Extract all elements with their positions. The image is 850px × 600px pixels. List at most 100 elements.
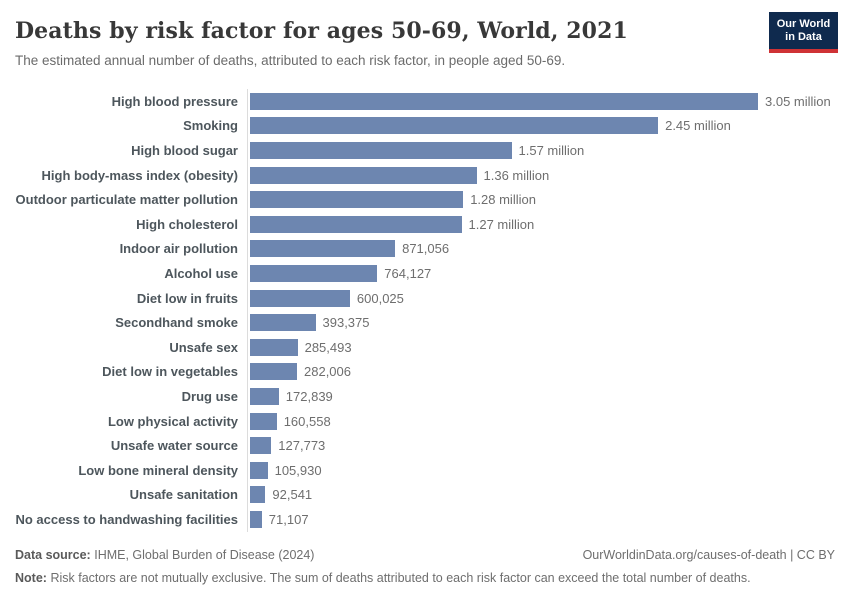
bar-row: Low physical activity 160,558: [15, 408, 835, 434]
value-label: 285,493: [304, 339, 352, 355]
bar-track: 764,127: [247, 261, 835, 286]
category-label: Low bone mineral density: [78, 462, 238, 478]
bar-row: Drug use 172,839: [15, 384, 835, 409]
bar-row: High blood sugar 1.57 million: [15, 138, 835, 163]
bar-row: Alcohol use 764,127: [15, 261, 835, 286]
bar[interactable]: [250, 510, 262, 528]
bar[interactable]: [250, 314, 316, 332]
category-label: Low physical activity: [107, 413, 238, 429]
value-label: 282,006: [304, 364, 351, 380]
category-label: Unsafe water source: [110, 438, 238, 454]
bar[interactable]: [250, 461, 268, 479]
bar-track: 600,025: [247, 285, 835, 311]
category-label: Drug use: [181, 388, 238, 404]
bar[interactable]: [250, 215, 462, 233]
bar-track: 172,839: [247, 384, 835, 409]
bar-chart: High blood pressure 3.05 million Smoking…: [15, 89, 835, 532]
bar-row: Unsafe water source 127,773: [15, 433, 835, 458]
data-source: Data source: IHME, Global Burden of Dise…: [15, 548, 314, 562]
bar[interactable]: [250, 191, 464, 209]
bar-row: High cholesterol 1.27 million: [15, 211, 835, 237]
bar[interactable]: [250, 363, 297, 381]
category-label: High blood sugar: [131, 142, 238, 158]
owid-logo-line1: Our World: [776, 17, 831, 30]
bar[interactable]: [250, 141, 512, 159]
value-label: 127,773: [278, 438, 326, 454]
owid-logo-line2: in Data: [785, 30, 822, 43]
bar-row: High body-mass index (obesity) 1.36 mill…: [15, 162, 835, 188]
bar-track: 393,375: [247, 310, 835, 335]
bar-track: 1.28 million: [247, 187, 835, 212]
value-label: 764,127: [384, 265, 432, 281]
value-label: 1.36 million: [483, 167, 550, 183]
value-label: 92,541: [272, 487, 313, 503]
value-label: 871,056: [402, 241, 450, 257]
bar[interactable]: [250, 117, 659, 135]
category-label: Secondhand smoke: [115, 315, 238, 331]
bar-row: Diet low in fruits 600,025: [15, 285, 835, 311]
bar-track: 105,930: [247, 457, 835, 483]
bar[interactable]: [250, 264, 378, 282]
data-source-label: Data source:: [15, 547, 91, 562]
page-title: Deaths by risk factor for ages 50-69, Wo…: [15, 18, 628, 44]
bar-track: 2.45 million: [247, 113, 835, 139]
source-row: Data source: IHME, Global Burden of Dise…: [15, 548, 835, 562]
category-label: No access to handwashing facilities: [15, 511, 238, 527]
chart-header: Deaths by risk factor for ages 50-69, Wo…: [15, 12, 838, 68]
value-label: 160,558: [283, 413, 331, 429]
bar[interactable]: [250, 289, 350, 307]
value-label: 2.45 million: [665, 118, 731, 134]
note-row: Note: Risk factors are not mutually excl…: [15, 571, 835, 585]
category-label: Unsafe sex: [169, 339, 238, 355]
bar[interactable]: [250, 166, 477, 184]
category-label: High blood pressure: [111, 93, 238, 109]
value-label: 1.57 million: [518, 142, 585, 158]
bar-row: No access to handwashing facilities 71,1…: [15, 507, 835, 532]
note-label: Note:: [15, 570, 47, 585]
value-label: 393,375: [322, 315, 370, 331]
bar-track: 285,493: [247, 334, 835, 360]
bar-row: Secondhand smoke 393,375: [15, 310, 835, 335]
bar[interactable]: [250, 437, 272, 455]
category-label: Alcohol use: [164, 265, 238, 281]
category-label: Smoking: [183, 118, 238, 134]
category-label: Outdoor particulate matter pollution: [15, 192, 238, 208]
bar-row: High blood pressure 3.05 million: [15, 89, 835, 114]
bar-track: 92,541: [247, 482, 835, 508]
category-label: High body-mass index (obesity): [41, 167, 238, 183]
category-label: High cholesterol: [136, 216, 238, 232]
bar[interactable]: [250, 240, 396, 258]
bar-row: Low bone mineral density 105,930: [15, 457, 835, 483]
chart-footer: Data source: IHME, Global Burden of Dise…: [15, 548, 835, 585]
owid-logo[interactable]: Our World in Data: [769, 12, 838, 53]
bar-track: 1.57 million: [247, 138, 835, 163]
bar-row: Smoking 2.45 million: [15, 113, 835, 139]
category-label: Unsafe sanitation: [129, 487, 238, 503]
note-text: Risk factors are not mutually exclusive.…: [50, 570, 751, 585]
bar[interactable]: [250, 338, 298, 356]
value-label: 600,025: [356, 290, 404, 306]
category-label: Diet low in fruits: [136, 290, 238, 306]
bar-track: 3.05 million: [247, 89, 835, 114]
bar-track: 282,006: [247, 359, 835, 385]
bar-track: 1.36 million: [247, 162, 835, 188]
data-source-text: IHME, Global Burden of Disease (2024): [94, 547, 315, 562]
value-label: 172,839: [285, 388, 333, 404]
footer-link[interactable]: OurWorldinData.org/causes-of-death | CC …: [582, 547, 835, 562]
bar[interactable]: [250, 92, 758, 110]
category-label: Diet low in vegetables: [102, 364, 238, 380]
bar-track: 871,056: [247, 236, 835, 262]
bar-track: 71,107: [247, 507, 835, 532]
bar[interactable]: [250, 486, 266, 504]
bar-row: Diet low in vegetables 282,006: [15, 359, 835, 385]
chart-subtitle: The estimated annual number of deaths, a…: [15, 53, 566, 68]
bar[interactable]: [250, 387, 279, 405]
bar-row: Unsafe sanitation 92,541: [15, 482, 835, 508]
bar-row: Unsafe sex 285,493: [15, 334, 835, 360]
bar-track: 127,773: [247, 433, 835, 458]
bar[interactable]: [250, 412, 277, 430]
value-label: 1.27 million: [468, 216, 535, 232]
value-label: 71,107: [268, 511, 309, 527]
value-label: 3.05 million: [765, 93, 831, 109]
